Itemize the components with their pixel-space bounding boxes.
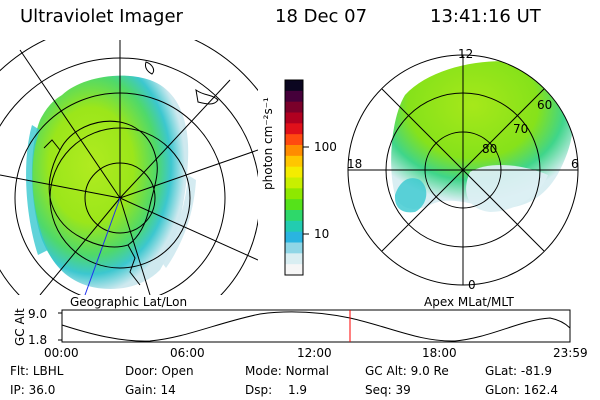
status-ip: IP: 36.0 bbox=[10, 383, 56, 397]
altitude-ytick-9: 9.0 bbox=[28, 307, 48, 321]
altitude-ylabel: GC Alt bbox=[13, 308, 27, 346]
colorbar-band bbox=[285, 264, 303, 276]
coastline-outline bbox=[48, 120, 158, 248]
colorbar-band bbox=[285, 220, 303, 233]
colorbar-band bbox=[285, 80, 303, 92]
colorbar-band bbox=[285, 188, 303, 200]
time-tick-0600: 06:00 bbox=[170, 346, 205, 360]
status-seq: Seq: 39 bbox=[365, 383, 411, 397]
status-gain: Gain: 14 bbox=[125, 383, 176, 397]
intensity-colorbar bbox=[285, 80, 303, 276]
time-tick-0000: 00:00 bbox=[44, 346, 79, 360]
altitude-plot-frame bbox=[61, 309, 571, 343]
colorbar-band bbox=[285, 242, 303, 254]
status-glat: GLat: -81.9 bbox=[485, 364, 552, 378]
colorbar-band bbox=[285, 155, 303, 168]
orbit-altitude-curve bbox=[61, 311, 571, 342]
mlat-label-80: 80 bbox=[482, 142, 498, 156]
colorbar-band bbox=[285, 145, 303, 157]
status-dsp: Dsp: 1.9 bbox=[245, 383, 308, 397]
mlt-label-18: 18 bbox=[347, 157, 363, 171]
mlt-label-12: 12 bbox=[458, 47, 474, 61]
geographic-panel-caption: Geographic Lat/Lon bbox=[70, 295, 188, 309]
status-mode: Mode: Normal bbox=[245, 364, 329, 378]
colorbar-band bbox=[285, 123, 303, 135]
mlat-label-70: 70 bbox=[513, 122, 529, 136]
colorbar-band bbox=[285, 90, 303, 103]
colorbar-band bbox=[285, 231, 303, 243]
apex-panel-caption: Apex MLat/MLT bbox=[424, 295, 514, 309]
colorbar-band bbox=[285, 199, 303, 211]
mlt-label-0: 0 bbox=[468, 278, 476, 292]
status-door: Door: Open bbox=[125, 364, 194, 378]
colorbar-band bbox=[285, 166, 303, 178]
observation-date: 18 Dec 07 bbox=[275, 6, 368, 27]
altitude-ytick-1-8: 1.8 bbox=[28, 333, 48, 347]
colorbar-band bbox=[285, 210, 303, 222]
colorbar-tick-10: 10 bbox=[314, 227, 330, 241]
colorbar-unit-label: photon cm⁻²s⁻¹ bbox=[261, 97, 275, 190]
colorbar-band bbox=[285, 134, 303, 146]
time-tick-1800: 18:00 bbox=[422, 346, 457, 360]
mlt-label-6: 6 bbox=[571, 157, 579, 171]
observation-time: 13:41:16 UT bbox=[430, 6, 541, 27]
time-tick-2359: 23:59 bbox=[553, 346, 588, 360]
left-aurora-emission bbox=[31, 75, 189, 289]
colorbar-tick-100: 100 bbox=[314, 140, 337, 154]
status-gc-alt: GC Alt: 9.0 Re bbox=[365, 364, 449, 378]
status-glon: GLon: 162.4 bbox=[485, 383, 558, 397]
time-tick-1200: 12:00 bbox=[297, 346, 332, 360]
colorbar-band bbox=[285, 112, 303, 124]
mlat-label-60: 60 bbox=[537, 98, 553, 112]
colorbar-band bbox=[285, 101, 303, 113]
colorbar-band bbox=[285, 253, 303, 265]
status-filter: Flt: LBHL bbox=[10, 364, 64, 378]
instrument-title: Ultraviolet Imager bbox=[20, 6, 183, 27]
colorbar-band bbox=[285, 177, 303, 189]
